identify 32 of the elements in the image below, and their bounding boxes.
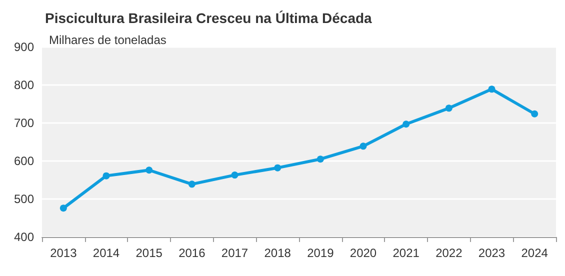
point xyxy=(488,86,496,93)
y-tick-label: 900 xyxy=(14,40,34,54)
point xyxy=(402,120,410,128)
point xyxy=(531,110,538,118)
point xyxy=(231,172,238,179)
y-tick-label: 800 xyxy=(14,78,34,92)
x-tick-label: 2018 xyxy=(264,246,292,260)
x-tick-label: 2021 xyxy=(392,246,420,260)
chart-title: Piscicultura Brasileira Cresceu na Última Década xyxy=(45,10,372,26)
x-tick-label: 2015 xyxy=(136,246,163,260)
point xyxy=(274,164,282,172)
x-tick-label: 2017 xyxy=(221,246,248,260)
point xyxy=(102,172,110,180)
x-tick-label: 2022 xyxy=(436,246,463,260)
x-tick-label: 2013 xyxy=(50,246,78,260)
x-tick-label: 2023 xyxy=(478,246,506,260)
point xyxy=(146,166,153,174)
y-tick-label: 700 xyxy=(14,116,34,130)
x-tick-label: 2016 xyxy=(178,246,206,260)
x-tick-label: 2024 xyxy=(521,246,548,260)
x-tick-label: 2014 xyxy=(92,246,120,260)
x-tick-label: 2020 xyxy=(350,246,377,260)
point xyxy=(188,180,196,188)
y-tick-label: 600 xyxy=(14,154,34,168)
y-tick-label: 400 xyxy=(14,230,34,244)
x-tick-label: 2019 xyxy=(307,246,334,260)
point xyxy=(360,142,367,150)
point xyxy=(316,156,324,163)
y-tick-label: 500 xyxy=(14,192,34,206)
point xyxy=(445,104,452,112)
y-axis-title: Milhares de toneladas xyxy=(49,33,166,47)
point xyxy=(60,204,67,212)
